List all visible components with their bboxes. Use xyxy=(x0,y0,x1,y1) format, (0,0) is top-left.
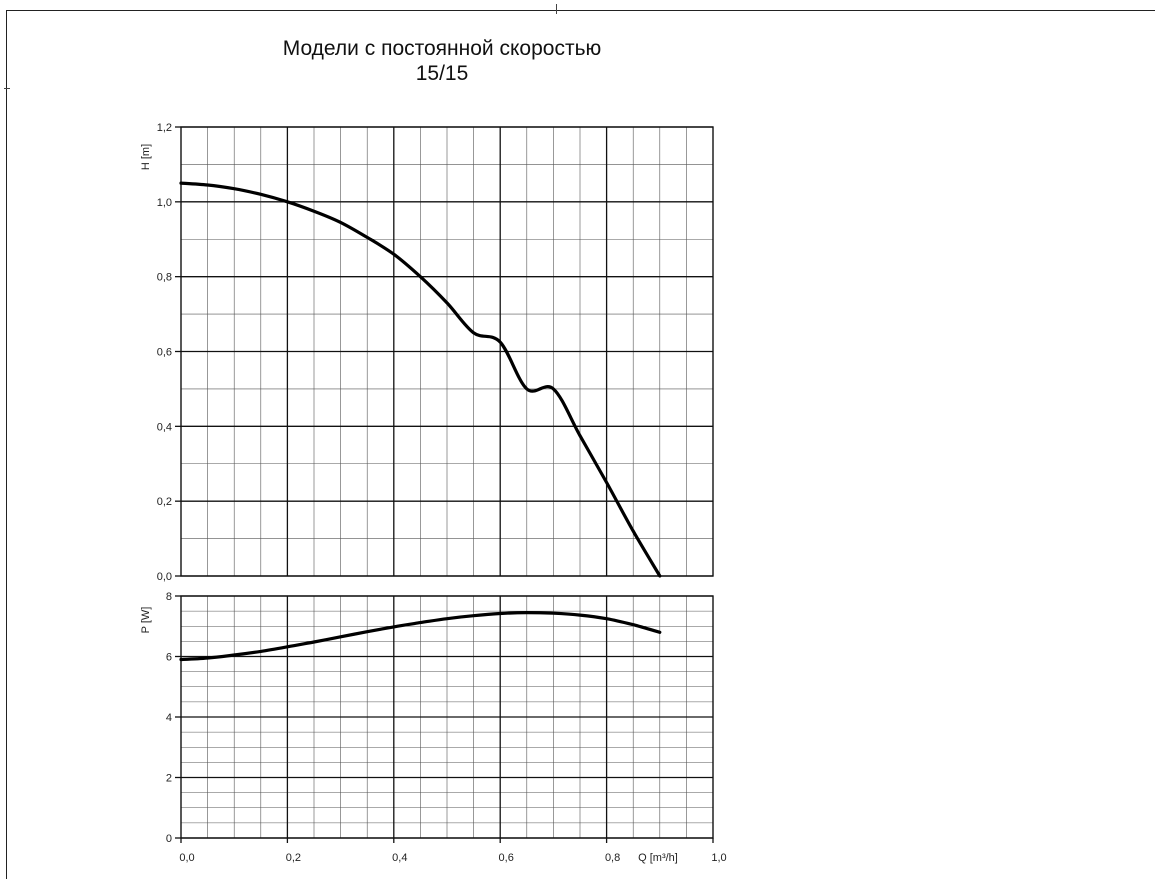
x-tick-label: 0,6 xyxy=(499,852,514,864)
x-tick-label: 1,0 xyxy=(711,852,726,864)
frame-top-border xyxy=(6,10,1155,11)
x-tick-label: 0,0 xyxy=(179,852,194,864)
plot-frame xyxy=(180,595,714,839)
plot-frame xyxy=(180,126,714,577)
y-axis-label: P [W] xyxy=(140,607,152,634)
x-tick-label: 0,2 xyxy=(286,852,301,864)
y-tick-label: 4 xyxy=(166,712,172,724)
head-panel: 0,0 0,2 0,4 0,6 0,8 1,0 1,2 H [m] xyxy=(140,122,714,583)
y-tick-label: 2 xyxy=(166,773,172,785)
frame-left-border xyxy=(6,10,7,879)
y-tick-label: 8 xyxy=(166,591,172,603)
y-tick-label: 0,8 xyxy=(157,272,172,284)
y-tick-label: 0,2 xyxy=(157,496,172,508)
series-line xyxy=(179,181,662,578)
y-tick-label: 0,0 xyxy=(157,571,172,583)
y-tick-label: 1,2 xyxy=(157,122,172,134)
y-tick-label: 1,0 xyxy=(157,197,172,209)
y-axis-label: H [m] xyxy=(140,144,152,170)
frame-left-tick xyxy=(4,88,10,89)
chart-title: Модели с постоянной скоростью xyxy=(282,37,602,60)
chart-title-block: Модели с постоянной скоростью 15/15 xyxy=(232,36,652,86)
y-tick-label: 0,4 xyxy=(157,421,172,433)
y-tick-label: 0,6 xyxy=(157,347,172,359)
x-tick-label: 0,8 xyxy=(605,852,620,864)
y-tick-label: 6 xyxy=(166,652,172,664)
chart-subtitle: 15/15 xyxy=(415,62,469,85)
x-tick-label: 0,4 xyxy=(392,852,407,864)
power-panel: 0 2 4 6 8 P [W] 0,0 0,2 0,4 0,6 0,8 1,0 Q [m³/h] xyxy=(140,591,727,864)
y-tick-label: 0 xyxy=(166,833,172,845)
frame-top-tick xyxy=(556,4,557,14)
x-axis-label: Q [m³/h] xyxy=(638,852,678,864)
series-line xyxy=(179,610,662,662)
